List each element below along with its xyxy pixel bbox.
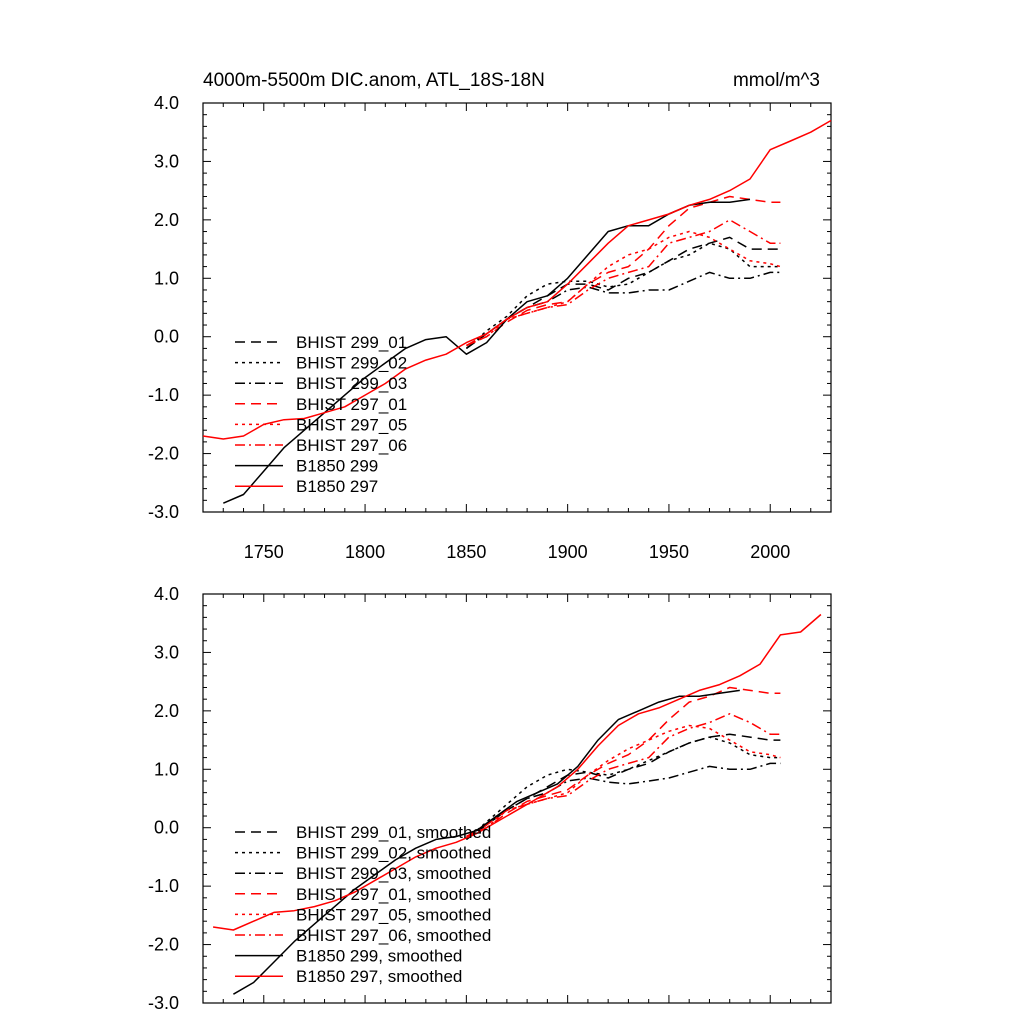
legend-label: B1850 299, smoothed: [296, 947, 462, 966]
legend-label: B1850 299: [296, 457, 378, 476]
legend-label: BHIST 299_01, smoothed: [296, 823, 491, 842]
series-line-bhist-299-03: [465, 271, 781, 350]
series-line-bhist-297-01-smoothed: [466, 686, 781, 838]
y-tick-label: -3.0: [148, 502, 179, 522]
series-line-b1850-297: [202, 119, 832, 440]
y-tick-label: 1.0: [154, 268, 179, 288]
legend-label: BHIST 299_03, smoothed: [296, 864, 491, 883]
x-tick-label: 1950: [649, 542, 689, 562]
x-tick-label: 1850: [446, 542, 486, 562]
legend: BHIST 299_01, smoothed BHIST 299_02, smoo…: [235, 823, 491, 986]
series-line-bhist-299-01-smoothed: [465, 733, 781, 841]
series-line-b1850-299: [223, 198, 751, 504]
legend-label: BHIST 299_02: [296, 354, 407, 373]
y-tick-label: 2.0: [154, 210, 179, 230]
y-tick-label: 3.0: [154, 642, 179, 662]
y-tick-label: -2.0: [148, 444, 179, 464]
legend-label: BHIST 299_03: [296, 374, 407, 393]
legend-label: BHIST 297_06, smoothed: [296, 926, 491, 945]
series-line-bhist-297-06: [466, 219, 781, 347]
plot-frame: [202, 593, 832, 1004]
legend-label: BHIST 297_01: [296, 395, 407, 414]
series-line-b1850-299-smoothed: [233, 689, 740, 995]
y-tick-label: 0.0: [154, 818, 179, 838]
series-group: [212, 613, 822, 995]
series-line-bhist-299-03-smoothed: [465, 762, 781, 841]
x-tick-label: 1800: [345, 542, 385, 562]
x-tick-label: 1750: [244, 542, 284, 562]
y-tick-label: 2.0: [154, 701, 179, 721]
series-group: [202, 119, 832, 504]
chart-title: 4000m-5500m DIC.anom, ATL_18S-18N: [203, 70, 545, 91]
legend-label: BHIST 297_05, smoothed: [296, 905, 491, 924]
y-tick-label: -1.0: [148, 385, 179, 405]
series-line-bhist-299-02: [465, 242, 781, 349]
chart-panel-top: 4000m-5500m DIC.anom, ATL_18S-18N mmol/m…: [148, 70, 832, 562]
y-tick-label: -3.0: [148, 993, 179, 1013]
series-line-bhist-297-05-smoothed: [466, 724, 781, 838]
legend-label: BHIST 299_02, smoothed: [296, 844, 491, 863]
y-tick-label: 3.0: [154, 151, 179, 171]
series-line-bhist-297-01: [466, 195, 781, 347]
legend-label: BHIST 297_05: [296, 415, 407, 434]
y-tick-label: 0.0: [154, 327, 179, 347]
y-tick-label: -2.0: [148, 935, 179, 955]
y-tick-label: 1.0: [154, 759, 179, 779]
chart-units: mmol/m^3: [733, 70, 820, 91]
y-tick-label: -1.0: [148, 876, 179, 896]
chart-panel-bottom: 4.0 3.0 2.0 1.0 0.0 -1.0 -2.0 -3.0 BHIST 299_01,…: [148, 584, 832, 1013]
series-line-b1850-297-smoothed: [212, 613, 822, 931]
x-tick-label: 1900: [548, 542, 588, 562]
legend-label: BHIST 297_01, smoothed: [296, 885, 491, 904]
y-tick-label: 4.0: [154, 584, 179, 604]
plot-frame: [202, 102, 832, 513]
series-line-bhist-297-05: [466, 230, 781, 347]
legend-label: B1850 297: [296, 477, 378, 496]
series-line-bhist-297-06-smoothed: [466, 713, 781, 838]
y-tick-label: 4.0: [154, 93, 179, 113]
legend-label: BHIST 299_01: [296, 333, 407, 352]
legend-label: B1850 297, smoothed: [296, 967, 462, 986]
x-tick-label: 2000: [750, 542, 790, 562]
legend-label: BHIST 297_06: [296, 436, 407, 455]
series-line-bhist-299-02-smoothed: [465, 736, 781, 840]
